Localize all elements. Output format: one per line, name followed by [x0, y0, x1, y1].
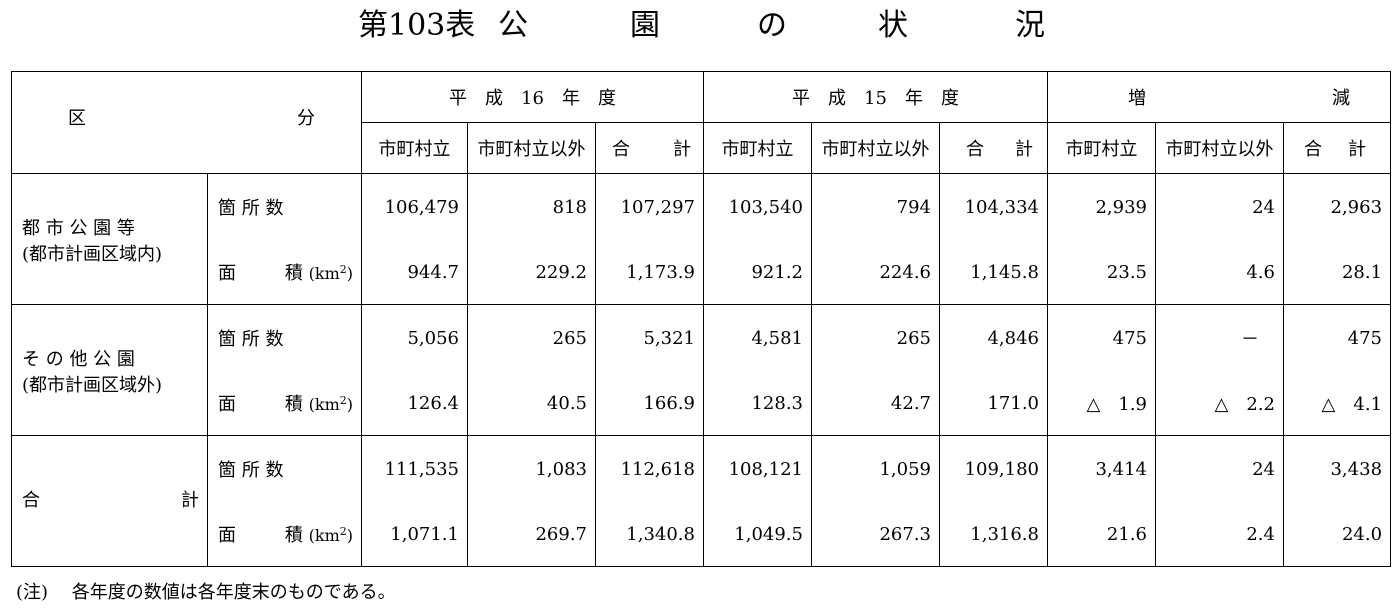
cell-value: 2,939 — [1047, 173, 1156, 240]
cell-value: 24 — [1155, 435, 1284, 502]
cell-value: 267.3 — [811, 502, 940, 567]
item-count-label: 箇 所 数 — [207, 435, 362, 502]
cell-value: 265 — [467, 304, 596, 371]
cell-value: 4,846 — [939, 304, 1048, 371]
diff-header-right: 減 — [1332, 88, 1351, 109]
cell-value: 1,340.8 — [595, 502, 704, 567]
category-header-left: 区 — [68, 107, 86, 129]
cell-value: 4.6 — [1155, 240, 1284, 305]
parks-table: 区 分 平 成 16 年 度 平 成 15 年 度 増 減 市町村立 市町村立以… — [11, 71, 1392, 567]
cell-value: 818 — [467, 173, 596, 240]
header-row-sub: 市町村立 市町村立以外 合計 市町村立 市町村立以外 合計 市町村立 市町村立以… — [12, 122, 1392, 174]
sub-header-municipal: 市町村立 — [361, 122, 468, 174]
cell-value: 921.2 — [703, 240, 812, 305]
cell-value: △ 2.2 — [1155, 371, 1284, 436]
sub-header-total: 合計 — [595, 122, 704, 174]
table-row: 面 積 (km2) 944.7 229.2 1,173.9 921.2 224.… — [12, 240, 1392, 305]
cell-value: △ 4.1 — [1283, 371, 1392, 436]
cell-value: 103,540 — [703, 173, 812, 240]
cell-value: 1,145.8 — [939, 240, 1048, 305]
table-row: 都 市 公 園 等 (都市計画区域内) 箇 所 数 106,479 818 10… — [11, 173, 1392, 305]
sub-header-non-municipal: 市町村立以外 — [811, 122, 940, 174]
cell-value: 107,297 — [595, 173, 704, 240]
cell-value: 794 — [811, 173, 940, 240]
row-category-other-parks: そ の 他 公 園 (都市計画区域外) — [11, 304, 208, 436]
cell-value: 109,180 — [939, 435, 1048, 502]
cell-value: 1,316.8 — [939, 502, 1048, 567]
cell-value: 23.5 — [1047, 240, 1156, 305]
sub-header-non-municipal: 市町村立以外 — [1155, 122, 1284, 174]
item-count-label: 箇 所 数 — [207, 304, 362, 371]
cell-value: 944.7 — [361, 240, 468, 305]
sub-header-municipal: 市町村立 — [1047, 122, 1156, 174]
cell-value: 21.6 — [1047, 502, 1156, 567]
category-header-cell: 区 分 — [11, 71, 362, 174]
cell-value: 265 — [811, 304, 940, 371]
cell-value: 5,321 — [595, 304, 704, 371]
group-header-diff: 増 減 — [1047, 71, 1392, 123]
item-count-label: 箇 所 数 — [207, 173, 362, 240]
cell-value: 128.3 — [703, 371, 812, 436]
cell-value: 108,121 — [703, 435, 812, 502]
sub-header-total: 合計 — [1283, 122, 1392, 174]
item-area-label: 面 積 (km2) — [207, 371, 362, 436]
cell-value: 111,535 — [361, 435, 468, 502]
cell-value: 2.4 — [1155, 502, 1284, 567]
cell-value: 1,049.5 — [703, 502, 812, 567]
cell-value: 106,479 — [361, 173, 468, 240]
group-header-h15: 平 成 15 年 度 — [703, 71, 1048, 123]
footnote: (注) 各年度の数値は各年度末のものである。 — [16, 582, 396, 603]
cell-value: 1,083 — [467, 435, 596, 502]
row-category-urban-parks: 都 市 公 園 等 (都市計画区域内) — [11, 173, 208, 305]
cell-value: 1,173.9 — [595, 240, 704, 305]
title-char: 況 — [1015, 8, 1045, 43]
header-row-groups: 区 分 平 成 16 年 度 平 成 15 年 度 増 減 — [11, 71, 1392, 174]
cell-value: 475 — [1047, 304, 1156, 371]
cell-value: 475 — [1283, 304, 1392, 371]
cell-value: 171.0 — [939, 371, 1048, 436]
cell-value: 42.7 — [811, 371, 940, 436]
title-char: 園 — [630, 8, 660, 43]
cell-value: 1,059 — [811, 435, 940, 502]
title-char: 公 — [498, 8, 528, 43]
cell-value: 112,618 — [595, 435, 704, 502]
cell-value: 40.5 — [467, 371, 596, 436]
table-row: 面 積 (km2) 126.4 40.5 166.9 128.3 42.7 17… — [12, 371, 1392, 436]
cell-value: 24.0 — [1283, 502, 1392, 567]
title-number: 第103表 — [358, 8, 476, 43]
cell-value: 229.2 — [467, 240, 596, 305]
cell-value: 5,056 — [361, 304, 468, 371]
item-area-label: 面 積 (km2) — [207, 502, 362, 567]
title-char: 状 — [878, 8, 908, 43]
item-area-label: 面 積 (km2) — [207, 240, 362, 305]
cell-value: 3,414 — [1047, 435, 1156, 502]
sub-header-municipal: 市町村立 — [703, 122, 812, 174]
category-header-right: 分 — [297, 107, 315, 129]
cell-value: △ 1.9 — [1047, 371, 1156, 436]
cell-value: 1,071.1 — [361, 502, 468, 567]
group-header-h16: 平 成 16 年 度 — [361, 71, 704, 123]
table-row: 合 計 箇 所 数 111,535 1,083 112,618 108,121 … — [11, 435, 1392, 567]
cell-value: 4,581 — [703, 304, 812, 371]
cell-value: － — [1155, 304, 1284, 371]
diff-header-left: 増 — [1128, 88, 1146, 109]
cell-value: 269.7 — [467, 502, 596, 567]
cell-value: 224.6 — [811, 240, 940, 305]
sub-header-total: 合計 — [939, 122, 1048, 174]
cell-value: 24 — [1155, 173, 1284, 240]
cell-value: 126.4 — [361, 371, 468, 436]
cell-value: 2,963 — [1283, 173, 1392, 240]
cell-value: 28.1 — [1283, 240, 1392, 305]
table-row: そ の 他 公 園 (都市計画区域外) 箇 所 数 5,056 265 5,32… — [11, 304, 1392, 436]
title-char: の — [757, 8, 787, 43]
row-category-total: 合 計 — [11, 435, 208, 567]
cell-value: 3,438 — [1283, 435, 1392, 502]
cell-value: 104,334 — [939, 173, 1048, 240]
sub-header-non-municipal: 市町村立以外 — [467, 122, 596, 174]
table-row: 面 積 (km2) 1,071.1 269.7 1,340.8 1,049.5 … — [12, 502, 1392, 567]
cell-value: 166.9 — [595, 371, 704, 436]
